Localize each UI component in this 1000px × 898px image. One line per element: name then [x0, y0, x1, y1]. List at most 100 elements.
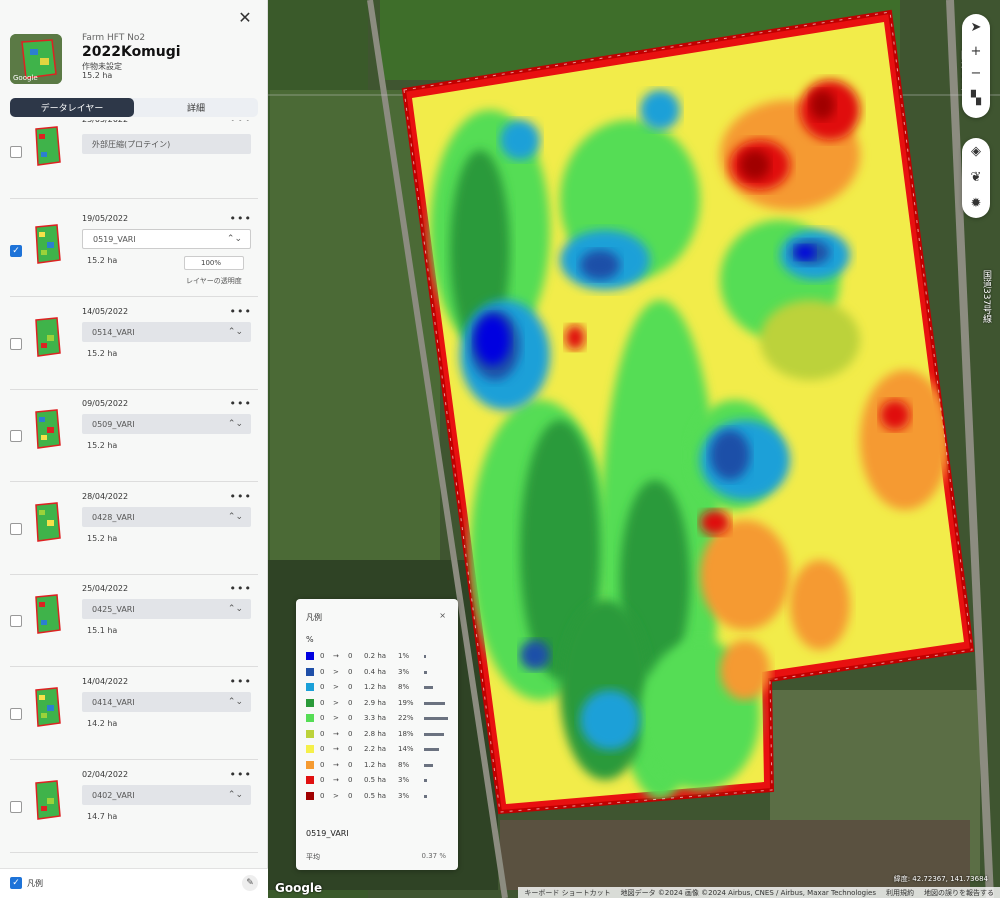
layer-date: 28/04/2022 [82, 492, 129, 501]
keyboard-shortcuts-link[interactable]: キーボード ショートカット [524, 889, 611, 897]
layer-checkbox[interactable] [10, 615, 22, 627]
layer-thumbnail [35, 780, 61, 820]
layer-more-icon[interactable]: ••• [229, 305, 252, 318]
legend-min: 0 [320, 652, 325, 660]
layer-divider [10, 198, 258, 199]
pencil-icon[interactable]: ✎ [242, 875, 258, 891]
coordinates-readout: 緯度: 42.72367, 141.73684 [893, 875, 988, 883]
layer-date: 23/05/2022 [82, 120, 128, 124]
legend-row: 0 > 0 2.9 ha 19% [306, 698, 452, 710]
legend-arrow: → [333, 745, 339, 753]
legend-percent: 14% [398, 745, 414, 753]
legend-row: 0 > 0 1.2 ha 8% [306, 682, 452, 694]
layer-checkbox[interactable]: ✓ [10, 245, 22, 257]
layer-type-select[interactable]: 0428_VARI ⌃⌄ [82, 507, 251, 527]
tab-details[interactable]: 詳細 [186, 104, 205, 114]
legend-min: 0 [320, 714, 325, 722]
legend-max: 0 [348, 683, 353, 691]
layer-area: 15.2 ha [87, 349, 118, 358]
zoom-out-icon[interactable]: − [970, 65, 982, 81]
layer-divider [10, 481, 258, 482]
report-error-link[interactable]: 地図の誤りを報告する [924, 889, 994, 897]
legend-bar [424, 763, 433, 767]
legend-swatch [306, 683, 314, 691]
legend-min: 0 [320, 791, 325, 800]
layer-area: 15.2 ha [87, 256, 118, 265]
legend-area: 1.2 ha [364, 760, 387, 769]
legend-close-icon[interactable]: × [439, 611, 446, 620]
legend-bar [424, 701, 445, 705]
data-layer-list[interactable]: 23/05/2022•••外部圧縮(プロテイン)✓ 19/05/2022•••0… [0, 120, 268, 865]
data-layer-item[interactable]: 09/05/2022 ••• 0509_VARI ⌃⌄ 15.2 ha [0, 389, 268, 482]
layer-divider [10, 759, 258, 760]
farm-name: Farm HFT No2 [82, 33, 146, 43]
map-data-credit: 地図データ ©2024 画像 ©2024 Airbus, CNES / Airb… [620, 889, 876, 897]
layer-more-icon[interactable]: ••• [229, 397, 252, 410]
legend-area: 0.5 ha [364, 776, 387, 784]
layer-type-select[interactable]: 0519_VARI ⌃⌄ [82, 229, 251, 249]
legend-arrow: → [333, 776, 339, 784]
layer-checkbox[interactable] [10, 708, 22, 720]
terms-link[interactable]: 利用規約 [886, 889, 914, 897]
chevron-down-icon: ⌃⌄ [227, 697, 243, 707]
legend-bar [424, 670, 428, 674]
layer-type-select[interactable]: 外部圧縮(プロテイン) [82, 134, 251, 154]
legend-percent: 1% [398, 652, 410, 660]
data-layer-item[interactable]: 02/04/2022 ••• 0402_VARI ⌃⌄ 14.7 ha [0, 760, 268, 853]
map-attribution: キーボード ショートカット 地図データ ©2024 画像 ©2024 Airbu… [518, 887, 1000, 898]
legend-min: 0 [320, 683, 325, 691]
layer-type-select[interactable]: 0402_VARI ⌃⌄ [82, 785, 251, 805]
layer-checkbox[interactable] [10, 801, 22, 813]
layer-select-value: 0509_VARI [92, 419, 135, 429]
legend-average-value: 0.37 % [421, 852, 446, 860]
sun-icon[interactable]: ✹ [970, 195, 982, 211]
navigation-icon[interactable]: ➤ [970, 19, 982, 35]
layer-more-icon[interactable]: ••• [229, 768, 252, 781]
layer-checkbox[interactable] [10, 146, 22, 158]
layer-more-icon[interactable]: ••• [230, 120, 252, 126]
map-icon[interactable]: ▚ [971, 90, 981, 106]
plant-icon[interactable]: ❦ [970, 169, 982, 185]
legend-swatch [306, 745, 314, 753]
layer-checkbox[interactable] [10, 523, 22, 535]
tab-data-layers[interactable]: データレイヤー [10, 98, 134, 117]
layer-date: 14/05/2022 [82, 307, 129, 316]
layer-opacity-input[interactable]: 100% [184, 256, 244, 270]
data-layer-item[interactable]: ✓ 19/05/2022 ••• 0519_VARI ⌃⌄ 15.2 ha 100% レイヤ… [0, 204, 268, 297]
legend-checkbox[interactable]: ✓ [10, 877, 22, 889]
layer-divider [10, 389, 258, 390]
legend-bar [424, 655, 426, 658]
layer-type-select[interactable]: 0514_VARI ⌃⌄ [82, 322, 251, 342]
layer-more-icon[interactable]: ••• [229, 490, 252, 503]
legend-min: 0 [320, 760, 325, 769]
layer-more-icon[interactable]: ••• [229, 212, 252, 225]
zoom-in-icon[interactable]: + [970, 43, 982, 59]
close-icon[interactable]: ✕ [238, 8, 252, 27]
legend-min: 0 [320, 745, 325, 753]
layer-more-icon[interactable]: ••• [229, 582, 252, 595]
legend-area: 2.2 ha [364, 745, 387, 753]
legend-toggle-label: 凡例 [27, 879, 43, 888]
layer-date: 14/04/2022 [82, 677, 129, 686]
data-layer-item[interactable]: 23/05/2022 ••• 外部圧縮(プロテイン) [0, 120, 268, 204]
layer-checkbox[interactable] [10, 338, 22, 350]
layer-type-select[interactable]: 0509_VARI ⌃⌄ [82, 414, 251, 434]
data-layer-item[interactable]: 14/05/2022 ••• 0514_VARI ⌃⌄ 15.2 ha [0, 297, 268, 390]
data-layer-item[interactable]: 14/04/2022 ••• 0414_VARI ⌃⌄ 14.2 ha [0, 667, 268, 760]
layer-thumbnail [35, 502, 61, 542]
layer-area: 15.2 ha [87, 441, 118, 450]
legend-max: 0 [348, 729, 353, 738]
data-layer-item[interactable]: 25/04/2022 ••• 0425_VARI ⌃⌄ 15.1 ha [0, 574, 268, 667]
legend-max: 0 [348, 714, 353, 722]
layer-type-select[interactable]: 0414_VARI ⌃⌄ [82, 692, 251, 712]
layer-checkbox[interactable] [10, 430, 22, 442]
legend-arrow: > [333, 667, 339, 676]
data-layer-item[interactable]: 28/04/2022 ••• 0428_VARI ⌃⌄ 15.2 ha [0, 482, 268, 575]
layer-type-select[interactable]: 0425_VARI ⌃⌄ [82, 599, 251, 619]
legend-percent: 19% [398, 698, 414, 707]
field-title: 2022Komugi [82, 44, 181, 60]
layer-more-icon[interactable]: ••• [229, 675, 252, 688]
layers-icon[interactable]: ◈ [971, 143, 981, 159]
